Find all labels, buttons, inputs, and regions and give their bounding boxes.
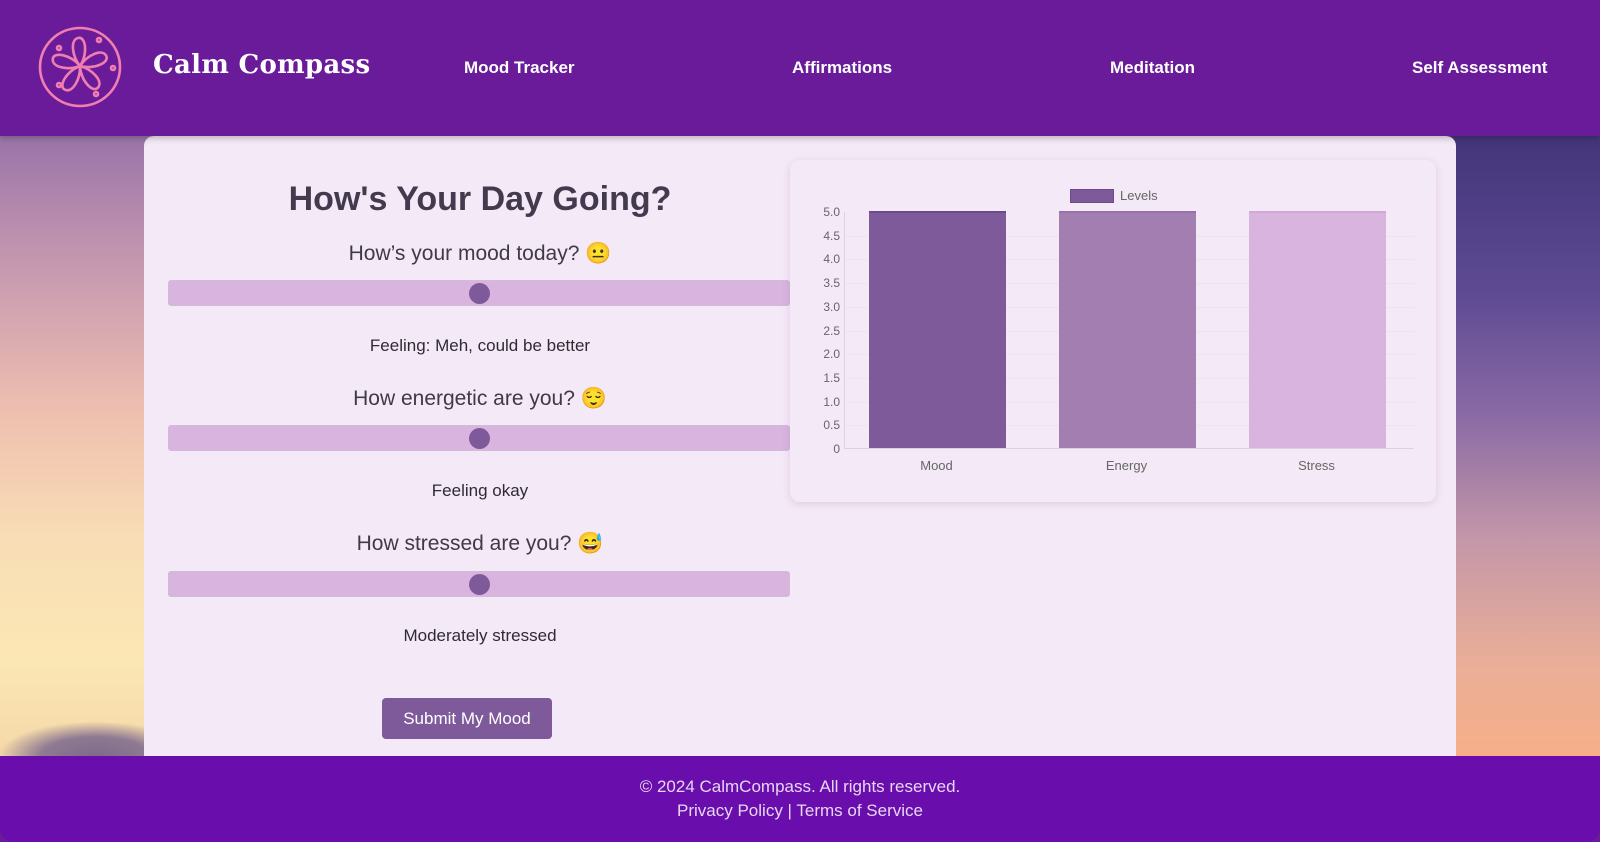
site-footer: © 2024 CalmCompass. All rights reserved.… — [0, 756, 1600, 842]
x-tick-mood: Mood — [920, 458, 953, 473]
y-tick: 4.5 — [823, 228, 840, 243]
y-tick: 1.5 — [823, 370, 840, 385]
stress-slider[interactable] — [168, 571, 790, 597]
submit-mood-button[interactable]: Submit My Mood — [382, 698, 552, 739]
copyright-text: © 2024 CalmCompass. All rights reserved. — [639, 777, 961, 796]
nav-mood-tracker[interactable]: Mood Tracker — [464, 58, 575, 77]
cloud-decoration — [0, 722, 160, 756]
bar-mood[interactable] — [869, 211, 1006, 448]
y-tick: 2.5 — [823, 323, 840, 338]
energy-status: Feeling okay — [431, 481, 529, 500]
brand-name[interactable]: Calm Compass — [153, 50, 371, 80]
nav-meditation[interactable]: Meditation — [1110, 58, 1195, 77]
energy-slider[interactable] — [168, 425, 790, 451]
footer-separator: | — [782, 801, 797, 820]
y-tick: 3.0 — [823, 299, 840, 314]
terms-of-service-link[interactable]: Terms of Service — [796, 801, 923, 820]
y-tick: 1.0 — [823, 394, 840, 409]
stress-status: Moderately stressed — [403, 626, 557, 645]
y-tick: 0 — [833, 442, 840, 456]
bar-energy[interactable] — [1059, 211, 1196, 448]
legend-label: Levels — [1120, 188, 1158, 203]
nav-self-assessment[interactable]: Self Assessment — [1412, 58, 1548, 77]
plot-area — [844, 211, 1414, 449]
y-tick: 2.0 — [823, 347, 840, 362]
privacy-policy-link[interactable]: Privacy Policy — [677, 801, 783, 820]
mood-chart: Levels 5.0 4.5 4.0 3.5 3.0 2.5 2.0 1.5 1… — [790, 160, 1436, 502]
nav-affirmations[interactable]: Affirmations — [792, 58, 893, 77]
site-header: Calm Compass Mood Tracker Affirmations M… — [0, 0, 1600, 136]
mood-slider[interactable] — [168, 280, 790, 306]
footer-links: Privacy Policy | Terms of Service — [0, 801, 1600, 821]
energy-question: How energetic are you? 😌 — [353, 387, 607, 410]
mood-card: How's Your Day Going? How’s your mood to… — [144, 136, 1456, 756]
chart-legend[interactable]: Levels — [1070, 188, 1158, 203]
y-tick: 5.0 — [823, 205, 840, 219]
flower-compass-icon[interactable] — [37, 24, 125, 110]
legend-swatch — [1070, 188, 1114, 203]
mood-status: Feeling: Meh, could be better — [369, 336, 591, 355]
x-tick-energy: Energy — [1105, 458, 1148, 473]
y-tick: 4.0 — [823, 252, 840, 267]
bar-stress[interactable] — [1249, 211, 1386, 448]
y-tick: 0.5 — [823, 418, 840, 433]
stress-question: How stressed are you? 😅 — [356, 532, 604, 555]
mood-slider-thumb[interactable] — [469, 283, 490, 304]
stress-slider-thumb[interactable] — [469, 574, 490, 595]
page-title: How's Your Day Going? — [288, 180, 672, 218]
x-tick-stress: Stress — [1298, 458, 1335, 473]
energy-slider-thumb[interactable] — [469, 428, 490, 449]
mood-question: How’s your mood today? 😐 — [348, 242, 612, 265]
y-tick: 3.5 — [823, 276, 840, 291]
